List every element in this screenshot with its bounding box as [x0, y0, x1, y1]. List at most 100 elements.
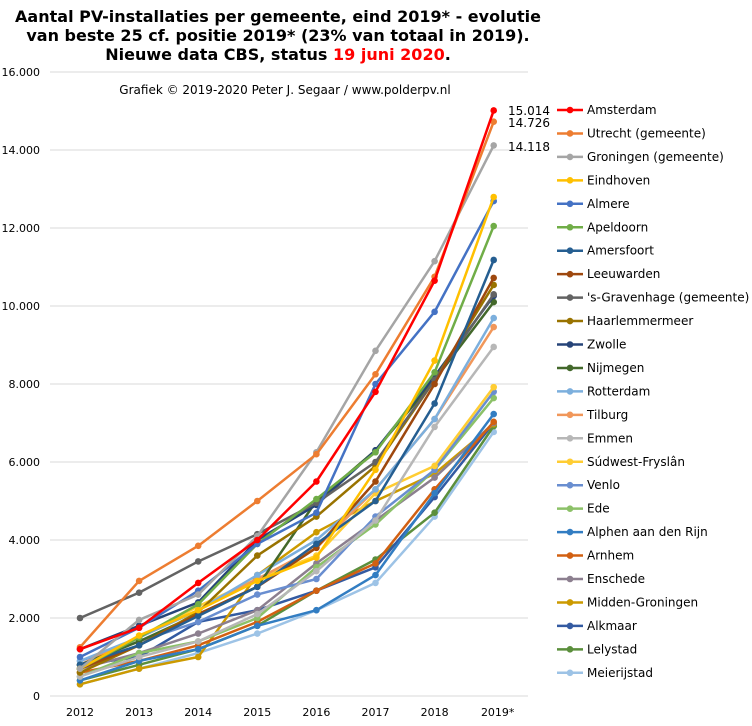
x-tick-label: 2019*	[481, 706, 515, 719]
data-point	[135, 577, 143, 585]
legend-item: Almere	[557, 197, 630, 211]
legend-label: Emmen	[587, 431, 633, 445]
data-point	[372, 347, 379, 355]
data-point	[313, 528, 320, 536]
data-point	[135, 632, 143, 639]
legend-marker	[566, 317, 574, 325]
title-status-suffix: .	[445, 45, 451, 64]
data-point	[253, 552, 261, 559]
legend-label: Meierijstad	[587, 666, 653, 680]
data-point	[490, 343, 498, 351]
data-point	[431, 489, 438, 497]
legend-marker	[566, 388, 574, 395]
series-line	[79, 301, 495, 666]
data-point	[490, 298, 498, 306]
legend-label: Rotterdam	[587, 384, 650, 398]
series-line	[79, 293, 495, 620]
y-tick-label: 10.000	[2, 300, 41, 313]
legend-marker	[566, 341, 574, 348]
data-point	[372, 571, 379, 579]
data-point	[490, 418, 498, 426]
data-point	[313, 540, 320, 548]
data-point	[76, 645, 84, 653]
legend-item: Emmen	[557, 431, 633, 445]
data-point	[372, 448, 379, 456]
legend-marker	[566, 458, 574, 466]
data-point	[194, 645, 202, 653]
legend-item: Eindhoven	[557, 173, 650, 187]
series-amsterdam	[76, 107, 498, 653]
legend-item: Tilburg	[557, 408, 628, 422]
data-point	[313, 554, 320, 561]
legend-item: 's-Gravenhage (gemeente)	[557, 291, 749, 305]
legend-item: Zwolle	[557, 338, 626, 352]
y-tick-label: 14.000	[2, 144, 41, 157]
data-point	[490, 142, 498, 149]
data-point	[372, 478, 379, 485]
data-point	[194, 579, 202, 587]
data-point	[372, 388, 379, 396]
series-eindhoven	[76, 193, 498, 672]
legend-marker	[566, 528, 574, 536]
data-point	[135, 642, 143, 649]
chart-title-line-3: Nieuwe data CBS, status 19 juni 2020.	[105, 45, 451, 64]
legend-label: Alkmaar	[587, 619, 637, 633]
data-point	[372, 380, 379, 388]
title-status-text: Nieuwe data CBS, status	[105, 45, 333, 64]
data-point	[431, 474, 438, 481]
data-point	[372, 466, 379, 474]
x-tick-label: 2016	[302, 706, 330, 719]
legend-marker	[566, 411, 574, 419]
legend-marker	[566, 669, 574, 677]
series-line	[79, 346, 495, 678]
y-tick-label: 4.000	[9, 534, 41, 547]
legend-item: Arnhem	[557, 549, 634, 563]
data-point	[253, 571, 261, 579]
series-emmen	[76, 343, 498, 680]
series-line	[79, 413, 495, 682]
data-point	[313, 495, 320, 503]
x-tick-label: 2017	[362, 706, 390, 719]
legend-item: Amersfoort	[557, 244, 654, 258]
data-point	[490, 291, 498, 298]
legend-marker	[566, 552, 574, 559]
legend-item: Haarlemmermeer	[557, 314, 693, 328]
legend-item: Alphen aan den Rijn	[557, 525, 708, 539]
end-value-label: 14.726	[508, 116, 550, 130]
legend-label: Amersfoort	[587, 244, 654, 258]
y-tick-label: 16.000	[2, 66, 41, 79]
legend-label: Zwolle	[587, 338, 626, 352]
legend-marker	[566, 599, 574, 606]
legend-marker	[566, 364, 574, 372]
data-point	[490, 222, 498, 230]
data-point	[194, 630, 202, 637]
data-point	[490, 410, 498, 418]
title-status-date: 19 juni 2020	[333, 45, 445, 64]
data-point	[253, 630, 261, 637]
data-point	[194, 591, 202, 598]
legend-item: Súdwest-Fryslân	[557, 455, 685, 469]
data-point	[490, 118, 498, 125]
legend-marker	[566, 270, 574, 278]
data-point	[490, 394, 498, 402]
data-point	[76, 665, 84, 672]
data-point	[135, 665, 143, 672]
legend-marker	[566, 223, 574, 231]
data-point	[313, 450, 320, 458]
data-point	[253, 610, 261, 618]
data-point	[372, 517, 379, 524]
y-tick-label: 6.000	[9, 456, 41, 469]
legend-label: Tilburg	[586, 408, 628, 422]
legend-item: Midden-Groningen	[557, 595, 698, 609]
series-line	[79, 196, 495, 670]
series-groningen-gemeente-	[76, 142, 498, 672]
legend-marker	[566, 106, 574, 114]
data-point	[431, 277, 438, 284]
data-point	[194, 653, 202, 661]
data-point	[135, 624, 143, 632]
data-point	[135, 589, 143, 596]
legend-item: Venlo	[557, 478, 620, 492]
series-line	[79, 225, 495, 670]
x-tick-label: 2012	[66, 706, 94, 719]
data-point	[431, 308, 438, 316]
